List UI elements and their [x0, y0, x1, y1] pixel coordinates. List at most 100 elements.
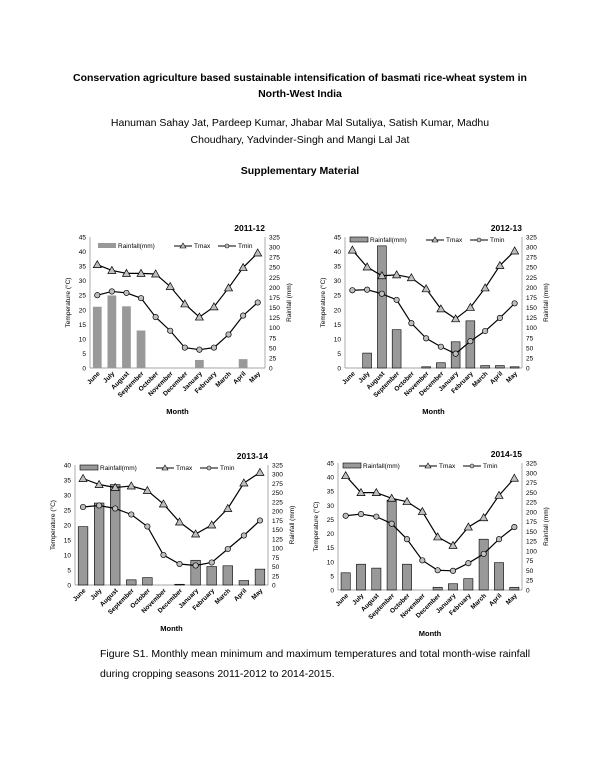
- tmax-line: [345, 475, 515, 547]
- tmin-line: [97, 290, 259, 351]
- tmax-point: [451, 314, 461, 323]
- tmin-point: [108, 288, 115, 295]
- y-tick-label: 15: [334, 322, 342, 329]
- rainfall-bar: [356, 563, 366, 591]
- tmin-line: [82, 504, 261, 567]
- chart-title: 2011-12: [234, 223, 265, 233]
- legend-rainfall-swatch: [349, 236, 369, 243]
- tmax-point: [347, 245, 357, 254]
- tmin-point: [373, 513, 380, 520]
- rainfall-bar: [136, 330, 146, 368]
- y-tick-label: 5: [337, 351, 341, 358]
- rainfall-bar: [77, 526, 89, 586]
- authors: Hanuman Sahay Jat, Pardeep Kumar, Jhabar…: [110, 117, 490, 146]
- rainfall-bar: [362, 352, 372, 369]
- tmin-point: [112, 505, 119, 512]
- y2-tick-label: 25: [269, 355, 277, 362]
- y-tick-label: 40: [79, 249, 87, 256]
- tmax-point: [174, 517, 185, 526]
- y2-tick-label: 75: [526, 335, 534, 342]
- tmax-point: [121, 268, 132, 277]
- legend-tmax-marker: [179, 242, 187, 249]
- tmax-point: [78, 473, 88, 482]
- tmax-line: [82, 471, 261, 535]
- rainfall-bar: [421, 366, 431, 369]
- legend-rainfall: Rainfall(mm): [370, 237, 407, 244]
- y-tick-label: 40: [327, 475, 335, 482]
- tmin-point: [449, 567, 457, 574]
- y2-tick-label: 125: [272, 536, 283, 543]
- y-tick-label: 10: [79, 336, 87, 343]
- tmin-point: [342, 512, 349, 519]
- x-tick-label: March: [214, 370, 233, 389]
- chart-title: 2014-15: [491, 449, 522, 459]
- tmax-point: [107, 265, 117, 274]
- tmax-point: [110, 482, 120, 491]
- tmax-point: [509, 473, 519, 482]
- tmin-point: [434, 567, 441, 574]
- legend-rainfall-swatch: [342, 462, 362, 469]
- y-tick-label: 10: [327, 559, 335, 566]
- y2-tick-label: 50: [526, 345, 534, 352]
- tmin-point: [467, 338, 474, 345]
- rainfall-bar: [222, 565, 233, 586]
- tmin-point: [403, 536, 411, 543]
- tmin-point: [393, 296, 400, 303]
- tmin-point: [144, 523, 151, 530]
- rainfall-bar: [122, 306, 131, 368]
- y2-tick-label: 0: [269, 366, 273, 373]
- tmin-point: [128, 511, 135, 518]
- x-axis-label: Month: [160, 624, 183, 633]
- tmax-point: [136, 268, 146, 277]
- rainfall-bar: [436, 362, 446, 369]
- y-axis-label: Temperature (°C): [312, 502, 320, 552]
- y-tick-label: 0: [82, 366, 86, 373]
- tmax-point: [479, 513, 489, 522]
- tmin-point: [511, 524, 518, 531]
- rainfall-bar: [494, 562, 504, 591]
- tmin-point: [496, 314, 503, 321]
- y-tick-label: 35: [79, 264, 87, 271]
- legend-tmax-marker: [424, 462, 432, 469]
- tmin-point: [256, 517, 264, 524]
- y2-tick-label: 125: [526, 539, 537, 546]
- tmax-point: [209, 302, 219, 311]
- tmax-point: [463, 522, 473, 531]
- x-tick-label: March: [214, 587, 233, 606]
- y2-tick-label: 75: [272, 555, 280, 562]
- rainfall-bar: [195, 359, 204, 368]
- rainfall-bar: [107, 295, 117, 368]
- tmax-point: [433, 532, 443, 541]
- y2-tick-label: 300: [272, 472, 283, 479]
- legend-rainfall: Rainfall(mm): [363, 463, 400, 470]
- tmin-point: [225, 331, 232, 338]
- rainfall-bar: [206, 566, 217, 586]
- y2-tick-label: 50: [269, 345, 277, 352]
- chart-2011-12: 2011-12 0 5 10 15 20 25 30 35 40 45 0 25 50 75 100 125 15…: [64, 223, 293, 416]
- y-tick-label: 15: [79, 322, 87, 329]
- x-tick-label: June: [334, 592, 350, 608]
- y2-tick-label: 175: [269, 295, 280, 302]
- rainfall-bar: [371, 567, 382, 591]
- x-tick-label: June: [86, 370, 102, 386]
- tmax-point: [421, 284, 431, 293]
- tmin-point: [465, 560, 472, 567]
- x-tick-label: April: [489, 370, 505, 386]
- rainfall-bar: [391, 329, 402, 369]
- section-heading: Supplementary Material: [240, 165, 360, 177]
- rainfall-bar: [94, 502, 105, 586]
- legend-tmin-marker: [224, 243, 230, 249]
- x-tick-label: April: [232, 370, 248, 386]
- y2-tick-label: 200: [526, 509, 537, 516]
- y2-tick-label: 325: [526, 235, 537, 242]
- y-tick-label: 20: [64, 523, 72, 530]
- y-tick-label: 40: [334, 249, 342, 256]
- tmin-point: [210, 344, 218, 351]
- y-axis-label: Temperature (°C): [64, 278, 72, 328]
- y-tick-label: 35: [64, 478, 72, 485]
- y2-axis-label: Rainfall (mm): [543, 283, 550, 322]
- legend-tmin-marker: [469, 463, 475, 469]
- tmax-point: [255, 467, 265, 476]
- tmin-point: [254, 299, 261, 306]
- y2-tick-label: 175: [526, 295, 537, 302]
